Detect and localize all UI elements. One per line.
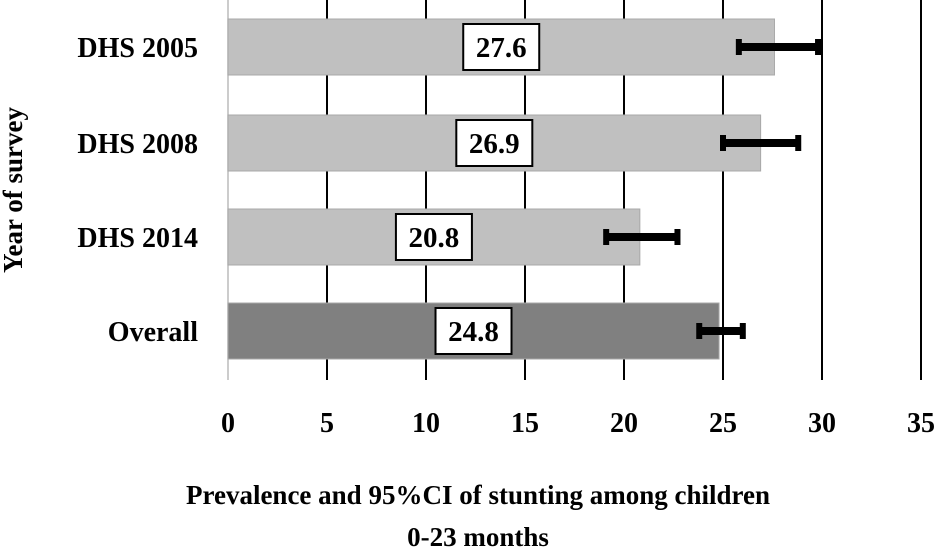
error-bars: [603, 39, 822, 339]
error-bar-1: [720, 135, 802, 151]
data-label-1: 26.9: [455, 119, 534, 167]
x-axis-title-line2: 0-23 months: [407, 522, 549, 552]
category-labels: DHS 2005 DHS 2008 DHS 2014 Overall: [77, 33, 198, 348]
svg-text:20.8: 20.8: [409, 222, 460, 254]
category-label-0: DHS 2005: [77, 33, 198, 64]
data-labels: 27.6 26.9 20.8 24.8: [394, 23, 541, 355]
category-label-2: DHS 2014: [77, 223, 198, 254]
error-bar-0: [735, 39, 822, 55]
svg-text:24.8: 24.8: [448, 316, 499, 348]
category-label-3: Overall: [108, 317, 198, 348]
x-tick-5: 5: [320, 408, 334, 439]
error-bar-3: [696, 323, 746, 339]
x-tick-30: 30: [808, 408, 836, 439]
x-tick-10: 10: [412, 408, 440, 439]
y-axis-title: Year of survey: [0, 107, 28, 273]
x-tick-20: 20: [610, 408, 638, 439]
x-tick-35: 35: [907, 408, 935, 439]
data-label-0: 27.6: [462, 23, 541, 71]
x-axis-title: Prevalence and 95%CI of stunting among c…: [186, 480, 770, 510]
x-tick-15: 15: [511, 408, 539, 439]
data-label-3: 24.8: [434, 307, 513, 355]
x-tick-0: 0: [221, 408, 235, 439]
svg-text:26.9: 26.9: [469, 128, 520, 160]
category-label-1: DHS 2008: [77, 129, 198, 160]
data-label-2: 20.8: [394, 213, 473, 261]
error-bar-2: [603, 229, 681, 245]
x-tick-labels: 0 5 10 15 20 25 30 35: [221, 408, 935, 439]
svg-text:27.6: 27.6: [476, 32, 527, 64]
x-tick-25: 25: [709, 408, 737, 439]
